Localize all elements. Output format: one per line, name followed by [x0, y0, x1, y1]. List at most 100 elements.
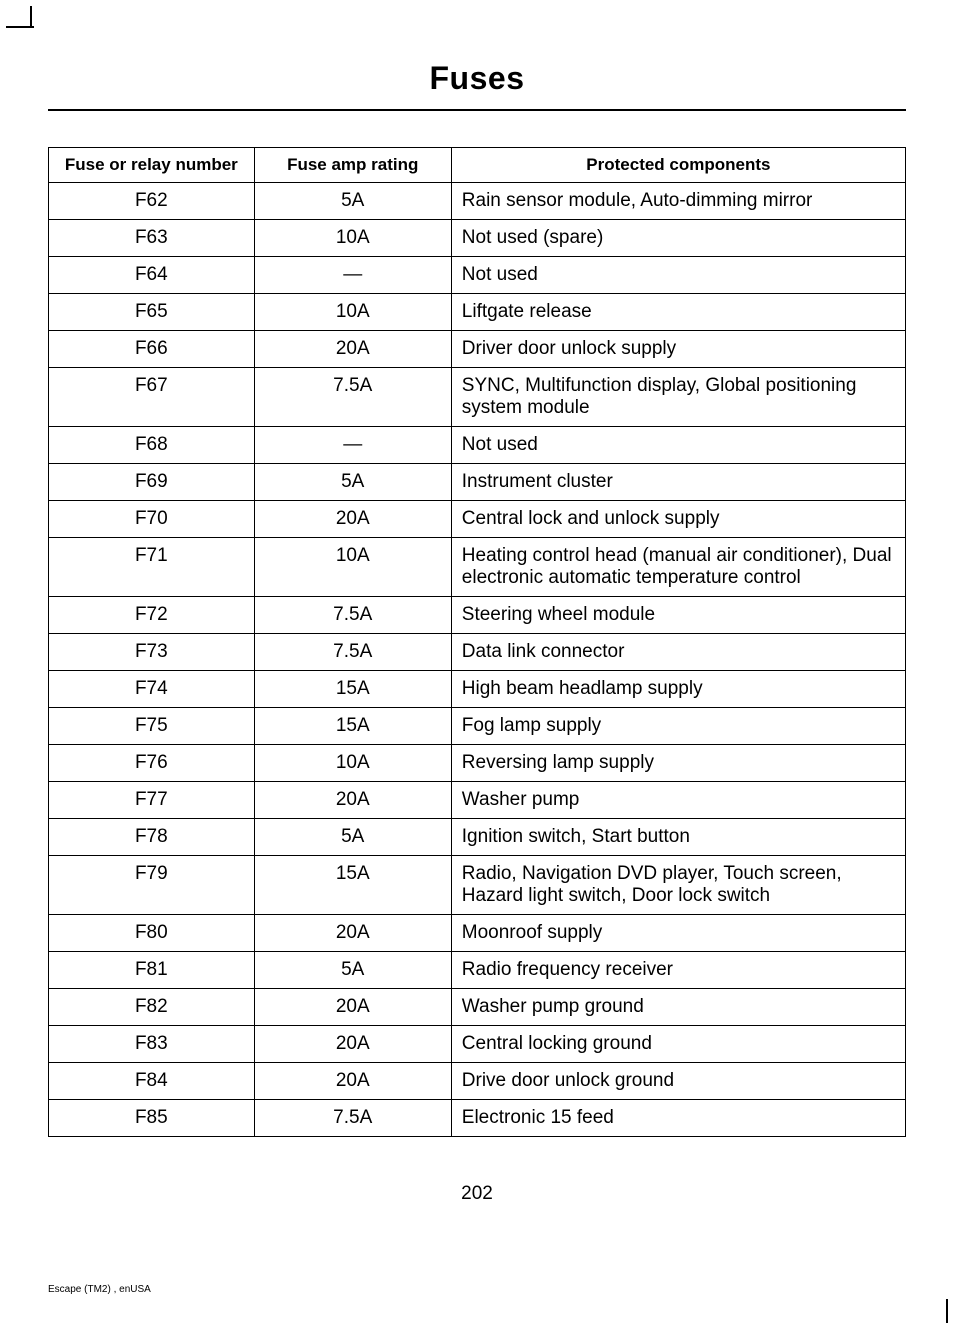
cell-fuse-number: F80: [49, 915, 255, 952]
cell-amp-rating: —: [254, 257, 451, 294]
cell-protected-components: Fog lamp supply: [451, 708, 905, 745]
cell-protected-components: Reversing lamp supply: [451, 745, 905, 782]
table-row: F7720AWasher pump: [49, 782, 906, 819]
cell-fuse-number: F66: [49, 331, 255, 368]
table-row: F7515AFog lamp supply: [49, 708, 906, 745]
cell-amp-rating: 20A: [254, 501, 451, 538]
table-row: F737.5AData link connector: [49, 634, 906, 671]
table-row: F785AIgnition switch, Start button: [49, 819, 906, 856]
cell-fuse-number: F71: [49, 538, 255, 597]
cell-amp-rating: 20A: [254, 989, 451, 1026]
table-row: F727.5ASteering wheel module: [49, 597, 906, 634]
col-header-protected-components: Protected components: [451, 148, 905, 183]
cell-amp-rating: 10A: [254, 294, 451, 331]
cell-fuse-number: F65: [49, 294, 255, 331]
cell-amp-rating: 20A: [254, 782, 451, 819]
table-row: F7915ARadio, Navigation DVD player, Touc…: [49, 856, 906, 915]
table-row: F8420ADrive door unlock ground: [49, 1063, 906, 1100]
cell-protected-components: Central lock and unlock supply: [451, 501, 905, 538]
cell-amp-rating: 5A: [254, 464, 451, 501]
table-row: F8020AMoonroof supply: [49, 915, 906, 952]
cell-protected-components: Radio, Navigation DVD player, Touch scre…: [451, 856, 905, 915]
cell-fuse-number: F64: [49, 257, 255, 294]
cell-amp-rating: 7.5A: [254, 368, 451, 427]
cell-amp-rating: 7.5A: [254, 1100, 451, 1137]
cell-fuse-number: F67: [49, 368, 255, 427]
cell-amp-rating: 7.5A: [254, 597, 451, 634]
cell-protected-components: High beam headlamp supply: [451, 671, 905, 708]
cell-protected-components: Data link connector: [451, 634, 905, 671]
cell-amp-rating: 10A: [254, 220, 451, 257]
cell-fuse-number: F85: [49, 1100, 255, 1137]
cell-fuse-number: F83: [49, 1026, 255, 1063]
title-rule: [48, 109, 906, 111]
cell-fuse-number: F76: [49, 745, 255, 782]
table-row: F7020ACentral lock and unlock supply: [49, 501, 906, 538]
table-row: F695AInstrument cluster: [49, 464, 906, 501]
cell-amp-rating: 10A: [254, 745, 451, 782]
cell-fuse-number: F62: [49, 183, 255, 220]
fuse-table: Fuse or relay number Fuse amp rating Pro…: [48, 147, 906, 1137]
cell-fuse-number: F81: [49, 952, 255, 989]
cell-fuse-number: F73: [49, 634, 255, 671]
cell-protected-components: Central locking ground: [451, 1026, 905, 1063]
cell-fuse-number: F84: [49, 1063, 255, 1100]
cell-protected-components: Washer pump: [451, 782, 905, 819]
footer-note: Escape (TM2) , enUSA: [48, 1284, 151, 1295]
cell-protected-components: Moonroof supply: [451, 915, 905, 952]
title-wrap: Fuses: [48, 60, 906, 97]
page-title: Fuses: [48, 60, 906, 97]
table-row: F625ARain sensor module, Auto-dimming mi…: [49, 183, 906, 220]
cell-amp-rating: 5A: [254, 183, 451, 220]
cell-protected-components: Not used: [451, 257, 905, 294]
cell-amp-rating: 15A: [254, 671, 451, 708]
cell-protected-components: Not used (spare): [451, 220, 905, 257]
cell-protected-components: Rain sensor module, Auto-dimming mirror: [451, 183, 905, 220]
cell-protected-components: Washer pump ground: [451, 989, 905, 1026]
table-row: F6620ADriver door unlock supply: [49, 331, 906, 368]
col-header-fuse-number: Fuse or relay number: [49, 148, 255, 183]
cell-amp-rating: 5A: [254, 819, 451, 856]
cell-fuse-number: F70: [49, 501, 255, 538]
cell-amp-rating: —: [254, 427, 451, 464]
cell-protected-components: Driver door unlock supply: [451, 331, 905, 368]
table-header-row: Fuse or relay number Fuse amp rating Pro…: [49, 148, 906, 183]
table-row: F7415AHigh beam headlamp supply: [49, 671, 906, 708]
cell-fuse-number: F74: [49, 671, 255, 708]
table-row: F68—Not used: [49, 427, 906, 464]
cell-protected-components: Instrument cluster: [451, 464, 905, 501]
cell-amp-rating: 5A: [254, 952, 451, 989]
cell-amp-rating: 7.5A: [254, 634, 451, 671]
table-row: F7110AHeating control head (manual air c…: [49, 538, 906, 597]
table-row: F6310ANot used (spare): [49, 220, 906, 257]
table-row: F857.5AElectronic 15 feed: [49, 1100, 906, 1137]
cell-protected-components: Radio frequency receiver: [451, 952, 905, 989]
table-row: F8320ACentral locking ground: [49, 1026, 906, 1063]
crop-mark-top-left: [6, 6, 34, 28]
cell-fuse-number: F82: [49, 989, 255, 1026]
table-row: F8220AWasher pump ground: [49, 989, 906, 1026]
table-row: F815ARadio frequency receiver: [49, 952, 906, 989]
cell-protected-components: Not used: [451, 427, 905, 464]
cell-fuse-number: F68: [49, 427, 255, 464]
crop-mark-bottom-right: [942, 1299, 948, 1323]
table-row: F677.5ASYNC, Multifunction display, Glob…: [49, 368, 906, 427]
cell-amp-rating: 20A: [254, 915, 451, 952]
cell-fuse-number: F79: [49, 856, 255, 915]
page-container: Fuses Fuse or relay number Fuse amp rati…: [0, 0, 954, 1329]
cell-amp-rating: 15A: [254, 856, 451, 915]
cell-amp-rating: 10A: [254, 538, 451, 597]
cell-fuse-number: F69: [49, 464, 255, 501]
cell-protected-components: Electronic 15 feed: [451, 1100, 905, 1137]
cell-protected-components: Ignition switch, Start button: [451, 819, 905, 856]
cell-fuse-number: F63: [49, 220, 255, 257]
table-row: F64—Not used: [49, 257, 906, 294]
cell-amp-rating: 20A: [254, 331, 451, 368]
cell-protected-components: Heating control head (manual air conditi…: [451, 538, 905, 597]
cell-amp-rating: 15A: [254, 708, 451, 745]
cell-protected-components: Liftgate release: [451, 294, 905, 331]
col-header-amp-rating: Fuse amp rating: [254, 148, 451, 183]
cell-amp-rating: 20A: [254, 1063, 451, 1100]
cell-fuse-number: F78: [49, 819, 255, 856]
table-row: F7610AReversing lamp supply: [49, 745, 906, 782]
